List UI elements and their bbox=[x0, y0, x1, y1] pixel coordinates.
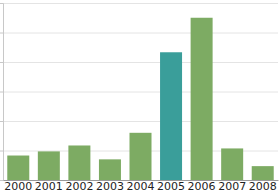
tick-label: 2004 bbox=[127, 180, 155, 193]
grid-line bbox=[3, 62, 278, 63]
tick bbox=[0, 92, 3, 93]
bar bbox=[130, 133, 152, 180]
tick bbox=[0, 121, 3, 122]
grid-line bbox=[3, 33, 278, 34]
tick-mark bbox=[0, 151, 3, 152]
tick: 2002 bbox=[65, 180, 93, 193]
bar bbox=[7, 156, 29, 180]
tick-label: 2000 bbox=[4, 180, 32, 193]
tick: 2008 bbox=[249, 180, 277, 193]
tick: 2004 bbox=[127, 180, 155, 193]
tick bbox=[0, 3, 3, 4]
chart: 200020012002200320042005200620072008 bbox=[0, 0, 280, 195]
tick-label: 2003 bbox=[96, 180, 124, 193]
grid-line bbox=[3, 92, 278, 93]
bar bbox=[38, 151, 60, 180]
bar bbox=[191, 18, 213, 180]
bar bbox=[221, 148, 243, 180]
tick: 2005 bbox=[157, 180, 185, 193]
tick bbox=[0, 180, 3, 181]
x-axis: 200020012002200320042005200620072008 bbox=[4, 180, 279, 193]
tick: 2000 bbox=[4, 180, 32, 193]
tick-mark bbox=[0, 121, 3, 122]
tick-mark bbox=[0, 33, 3, 34]
tick: 2007 bbox=[218, 180, 246, 193]
tick-label: 2001 bbox=[35, 180, 63, 193]
tick bbox=[0, 151, 3, 152]
tick bbox=[0, 33, 3, 34]
tick: 2006 bbox=[188, 180, 216, 193]
bar bbox=[160, 52, 182, 180]
grid bbox=[3, 4, 278, 181]
tick-label: 2006 bbox=[188, 180, 216, 193]
tick-label: 2007 bbox=[218, 180, 246, 193]
tick-mark bbox=[0, 62, 3, 63]
tick-mark bbox=[0, 92, 3, 93]
bars bbox=[7, 18, 273, 180]
bar bbox=[99, 159, 121, 180]
tick-label: 2008 bbox=[249, 180, 277, 193]
tick-mark bbox=[0, 3, 3, 4]
tick-label: 2005 bbox=[157, 180, 185, 193]
grid-line bbox=[3, 121, 278, 122]
tick: 2001 bbox=[35, 180, 63, 193]
plot: 200020012002200320042005200620072008 bbox=[0, 4, 279, 193]
bar bbox=[252, 166, 274, 180]
tick-mark bbox=[0, 180, 3, 181]
bar bbox=[68, 145, 90, 180]
axis-line bbox=[0, 4, 4, 181]
y-axis bbox=[0, 4, 4, 181]
grid-line bbox=[3, 3, 278, 4]
tick-label: 2002 bbox=[65, 180, 93, 193]
tick bbox=[0, 62, 3, 63]
tick: 2003 bbox=[96, 180, 124, 193]
